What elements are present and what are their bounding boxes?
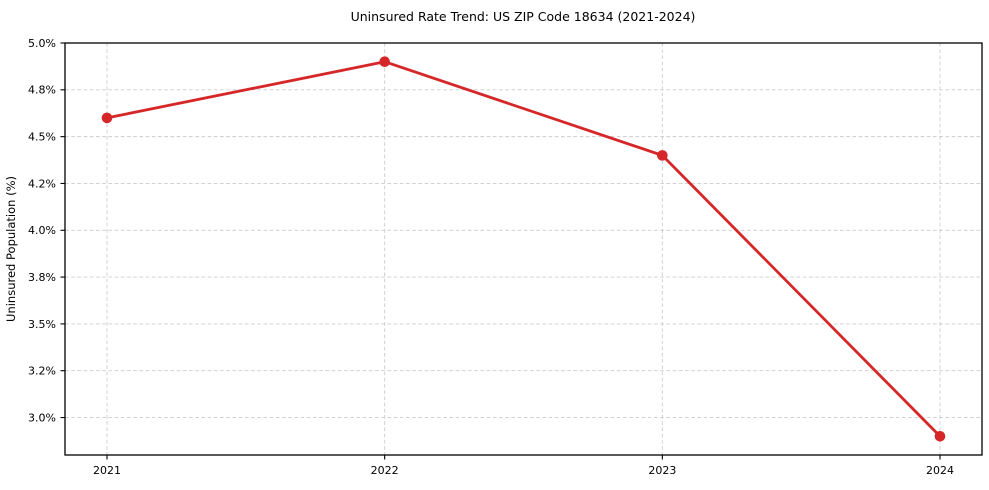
axes: 5.0% 4.8% 4.5% 4.2% 4.0% 3.8% 3.5% 3.2% 3.0% 2021… [28, 37, 983, 477]
y-tick-label: 4.8% [28, 84, 56, 97]
data-point [934, 430, 946, 442]
y-tick-label: 4.5% [28, 130, 56, 143]
x-tick-label: 2024 [926, 464, 954, 477]
y-tick-label: 3.8% [28, 271, 56, 284]
data-point [657, 150, 668, 161]
y-tick-label: 3.0% [28, 411, 56, 424]
plot-border [64, 42, 983, 456]
y-tick-label: 4.2% [28, 177, 56, 190]
x-tick-label: 2021 [93, 464, 121, 477]
y-tick-label: 4.0% [28, 224, 56, 237]
data-point [379, 56, 390, 68]
data-point [101, 112, 113, 124]
y-axis-label: Uninsured Population (%) [4, 176, 18, 322]
y-tick-label: 3.2% [28, 365, 56, 378]
y-tick-label: 3.5% [28, 318, 56, 331]
gridlines [65, 42, 982, 455]
data-series [101, 56, 946, 442]
y-tick-label: 5.0% [28, 37, 56, 50]
chart-title: Uninsured Rate Trend: US ZIP Code 18634 … [351, 9, 696, 24]
x-tick-label: 2022 [371, 464, 399, 477]
x-tick-label: 2023 [648, 464, 676, 477]
trend-line [105, 60, 942, 438]
